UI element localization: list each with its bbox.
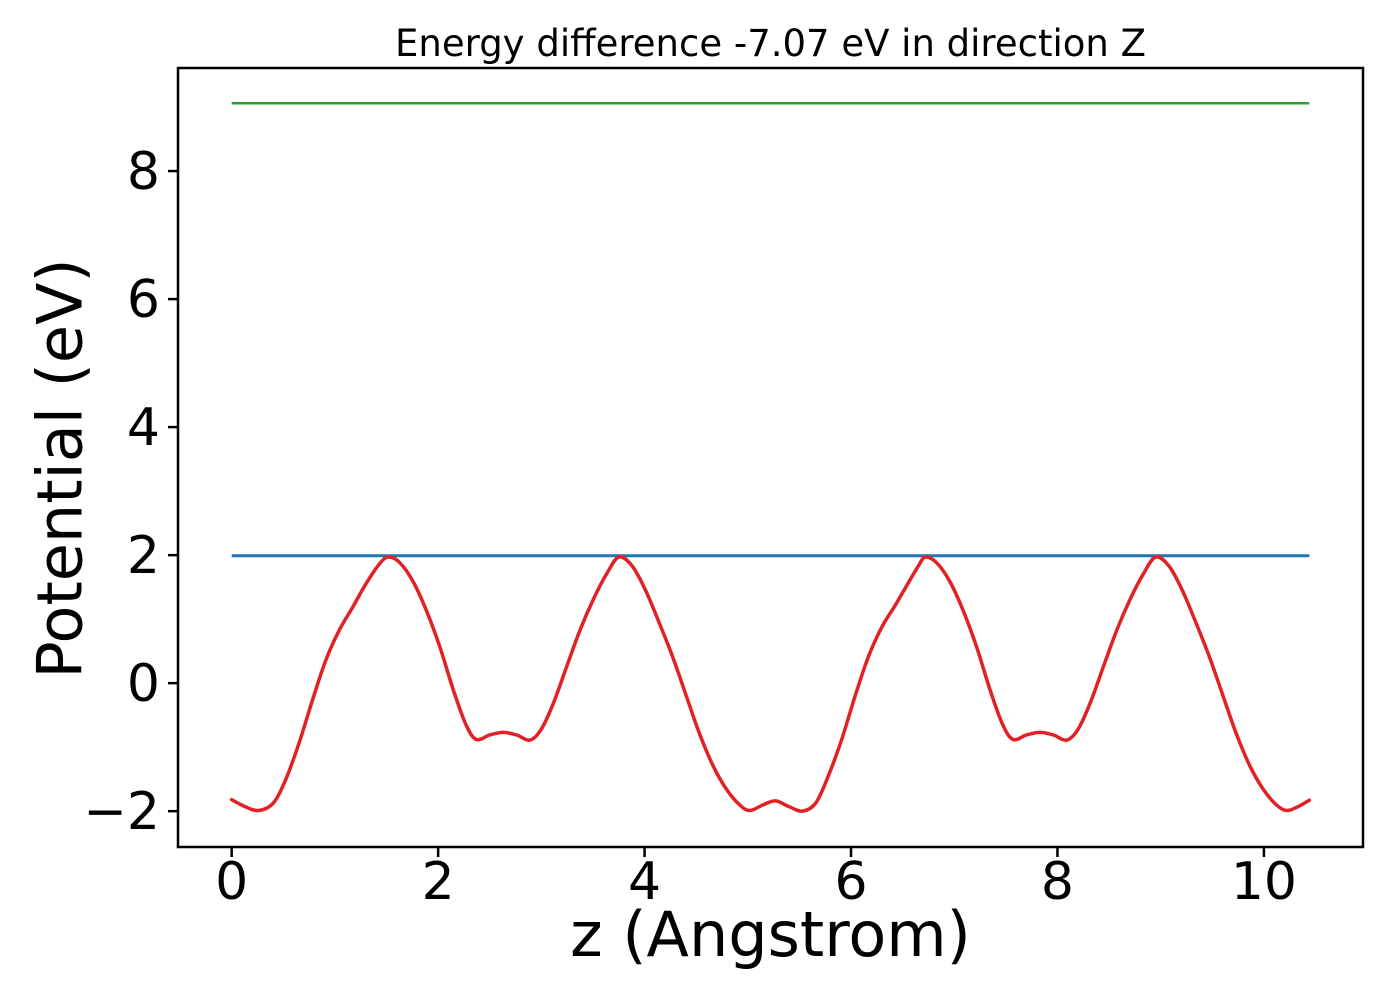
x-tick-label: 10 bbox=[1231, 852, 1297, 912]
y-axis-label: Potential (eV) bbox=[23, 258, 97, 679]
y-tick-label: 0 bbox=[127, 654, 160, 714]
y-tick-label: 8 bbox=[127, 142, 160, 202]
y-tick-label: 4 bbox=[127, 398, 160, 458]
y-tick-label: 2 bbox=[127, 526, 160, 586]
x-tick-label: 8 bbox=[1041, 852, 1074, 912]
x-axis-label: z (Angstrom) bbox=[570, 898, 971, 971]
y-tick-label: −2 bbox=[83, 782, 160, 842]
x-tick-label: 2 bbox=[422, 852, 455, 912]
chart-title: Energy difference -7.07 eV in direction … bbox=[395, 22, 1146, 65]
y-tick-label: 6 bbox=[127, 270, 160, 330]
planar-averaged-potential-curve bbox=[229, 555, 1312, 813]
axes-frame bbox=[176, 66, 1365, 849]
x-tick-label: 4 bbox=[628, 852, 661, 912]
x-tick-label: 6 bbox=[834, 852, 867, 912]
x-tick-label: 0 bbox=[215, 852, 248, 912]
